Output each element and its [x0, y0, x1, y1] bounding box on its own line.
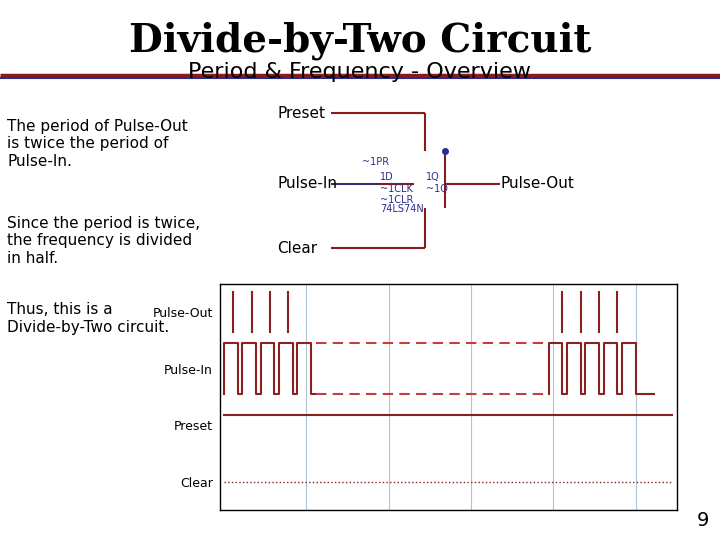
- Text: Divide-by-Two Circuit: Divide-by-Two Circuit: [129, 22, 591, 60]
- Text: Period & Frequency - Overview: Period & Frequency - Overview: [189, 62, 531, 82]
- Text: Pulse-Out: Pulse-Out: [500, 176, 575, 191]
- Text: Pulse-In: Pulse-In: [277, 176, 337, 191]
- Text: Thus, this is a
Divide-by-Two circuit.: Thus, this is a Divide-by-Two circuit.: [7, 302, 169, 335]
- Text: Since the period is twice,
the frequency is divided
in half.: Since the period is twice, the frequency…: [7, 216, 200, 266]
- Text: ~1CLR: ~1CLR: [380, 195, 413, 205]
- Text: 9: 9: [697, 511, 709, 530]
- Text: Preset: Preset: [277, 106, 325, 121]
- Text: 74LS74N: 74LS74N: [380, 204, 424, 214]
- Text: ~1CLK: ~1CLK: [380, 184, 413, 194]
- Text: ~1PR: ~1PR: [362, 157, 390, 167]
- Text: 1Q: 1Q: [426, 172, 440, 182]
- Text: ~1Q: ~1Q: [426, 184, 448, 194]
- Text: The period of Pulse-Out
is twice the period of
Pulse-In.: The period of Pulse-Out is twice the per…: [7, 119, 188, 168]
- Text: 1D: 1D: [380, 172, 394, 182]
- Text: Clear: Clear: [277, 241, 318, 256]
